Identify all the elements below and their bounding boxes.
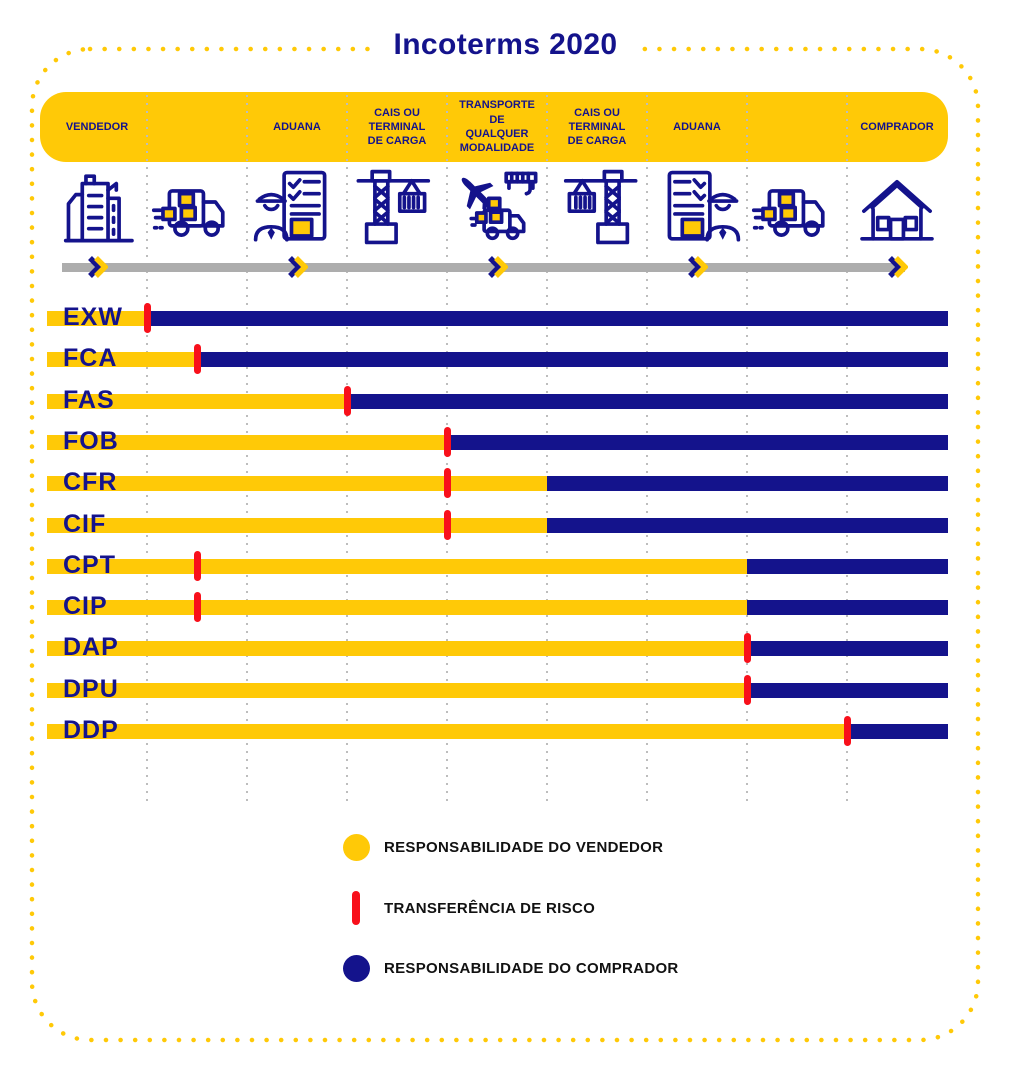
legend-item-seller-circle: RESPONSABILIDADE DO VENDEDOR [341,830,663,864]
seller-responsibility-bar [47,682,747,698]
incoterm-row-dap: DAP [0,633,1011,664]
risk-transfer-tick [743,674,751,705]
buyer-responsibility-bar [447,434,948,450]
risk-transfer-tick [843,716,851,746]
seller-responsibility-bar [47,600,747,616]
legend-label: RESPONSABILIDADE DO VENDEDOR [384,838,664,856]
risk-transfer-tick [443,509,451,540]
buyer-responsibility-bar [847,724,948,739]
buyer-responsibility-bar [747,558,948,574]
incoterm-code-label: CPT [63,550,116,579]
incoterm-code-label: FOB [63,426,119,455]
incoterm-code-label: DAP [63,633,119,662]
risk-tick [352,891,360,925]
incoterm-code-label: CIP [63,592,108,621]
seller-circle-swatch [341,833,371,861]
incoterm-row-fob: FOB [0,426,1011,457]
incoterm-row-fas: FAS [0,385,1011,416]
seller-responsibility-bar [47,724,847,739]
port-crane-mirrored-icon [549,165,645,249]
house-icon [849,165,945,249]
incoterm-code-label: DDP [63,716,119,744]
incoterm-code-label: DPU [63,674,119,703]
incoterm-row-cip: CIP [0,592,1011,623]
risk-transfer-tick [443,426,451,457]
incoterm-code-label: CFR [63,468,118,497]
incoterm-row-fca: FCA [0,344,1011,375]
risk-tick-swatch [341,891,371,925]
timeline-chevron-icon [886,255,909,279]
buyer-responsibility-bar [147,311,948,326]
risk-transfer-tick [193,592,201,623]
stage-label-transporte-de-qualquer-modalidade: TRANSPORTE DE QUALQUER MODALIDADE [459,99,535,155]
stage-label-aduana: ADUANA [273,120,321,133]
incoterm-code-label: CIF [63,509,107,538]
risk-transfer-tick [193,550,201,581]
legend-item-buyer-circle: RESPONSABILIDADE DO COMPRADOR [341,951,679,985]
incoterm-row-cif: CIF [0,509,1011,540]
customs-officer-icon [249,165,345,249]
risk-transfer-tick [443,468,451,499]
office-building-icon [49,165,145,249]
buyer-responsibility-bar [747,641,948,657]
incoterm-row-exw: EXW [0,303,1011,333]
incoterm-code-label: FCA [63,344,118,373]
stage-label-cais-ou-terminal-de-carga: CAIS OU TERMINAL DE CARGA [567,106,627,148]
stage-label-comprador: COMPRADOR [860,120,934,133]
page-title: Incoterms 2020 [375,28,636,62]
timeline-chevron-icon [286,255,309,279]
buyer-responsibility-bar [547,517,948,533]
buyer-responsibility-bar [547,476,948,492]
delivery-truck-icon [149,165,245,249]
risk-transfer-tick [193,344,201,375]
seller-circle [342,833,370,861]
incoterm-row-cpt: CPT [0,550,1011,581]
incoterm-code-label: FAS [63,385,115,414]
multimodal-transport-icon [449,165,545,249]
stage-label-vendedor: VENDEDOR [65,120,129,133]
timeline-chevron-icon [686,255,709,279]
seller-responsibility-bar [47,393,347,409]
buyer-responsibility-bar [747,682,948,698]
buyer-circle-swatch [341,954,371,982]
incoterm-code-label: EXW [63,303,123,331]
seller-responsibility-bar [47,517,547,533]
legend-item-risk-tick: TRANSFERÊNCIA DE RISCO [341,891,595,925]
buyer-responsibility-bar [197,352,948,368]
risk-transfer-tick [343,385,351,416]
risk-transfer-tick [143,303,151,333]
buyer-responsibility-bar [747,600,948,616]
stage-label-cais-ou-terminal-de-carga: CAIS OU TERMINAL DE CARGA [367,106,427,148]
seller-responsibility-bar [47,434,447,450]
risk-transfer-tick [743,633,751,664]
timeline-chevron-icon [86,255,109,279]
port-crane-icon [349,165,445,249]
buyer-responsibility-bar [347,393,948,409]
buyer-circle [342,954,370,982]
timeline-chevron-icon [486,255,509,279]
seller-responsibility-bar [47,641,747,657]
seller-responsibility-bar [47,352,197,368]
incoterm-row-cfr: CFR [0,468,1011,499]
timeline-bar [62,263,905,272]
delivery-truck-icon [749,165,845,249]
stages-band [40,92,948,162]
seller-responsibility-bar [47,476,547,492]
seller-responsibility-bar [47,311,147,326]
stage-label-aduana: ADUANA [673,120,721,133]
legend-label: TRANSFERÊNCIA DE RISCO [384,899,596,917]
incoterm-row-ddp: DDP [0,716,1011,746]
customs-officer-mirrored-icon [649,165,745,249]
seller-responsibility-bar [47,558,747,574]
legend-label: RESPONSABILIDADE DO COMPRADOR [384,959,679,977]
incoterm-row-dpu: DPU [0,674,1011,705]
